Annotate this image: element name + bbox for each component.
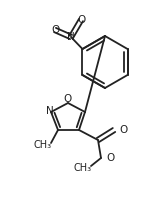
Text: O: O: [63, 94, 71, 104]
Text: N: N: [67, 32, 75, 42]
Text: O: O: [119, 125, 127, 135]
Text: N: N: [46, 106, 54, 116]
Text: O: O: [106, 153, 114, 163]
Text: O: O: [77, 15, 85, 25]
Text: O: O: [51, 25, 59, 35]
Text: CH₃: CH₃: [74, 163, 92, 173]
Text: CH₃: CH₃: [34, 140, 52, 150]
